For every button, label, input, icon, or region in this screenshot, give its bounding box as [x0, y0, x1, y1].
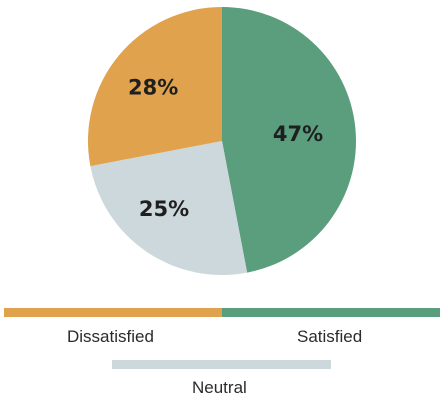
legend-label-neutral: Neutral	[192, 378, 247, 397]
legend-label-satisfied: Satisfied	[297, 327, 363, 346]
pie-slice-dissatisfied	[87, 7, 222, 167]
legend-bar-satisfied	[222, 308, 440, 317]
pie-slice-satisfied	[222, 7, 357, 273]
pie-label-dissatisfied: 28%	[128, 75, 178, 99]
pie-label-neutral: 25%	[139, 197, 189, 221]
pie-chart: 47% 25% 28%	[87, 7, 357, 276]
pie-slice-neutral	[90, 141, 248, 276]
legend-bar-dissatisfied	[4, 308, 222, 317]
legend-label-dissatisfied: Dissatisfied	[67, 327, 154, 346]
legend-bar-neutral	[112, 360, 331, 369]
pie-label-satisfied: 47%	[273, 122, 323, 146]
